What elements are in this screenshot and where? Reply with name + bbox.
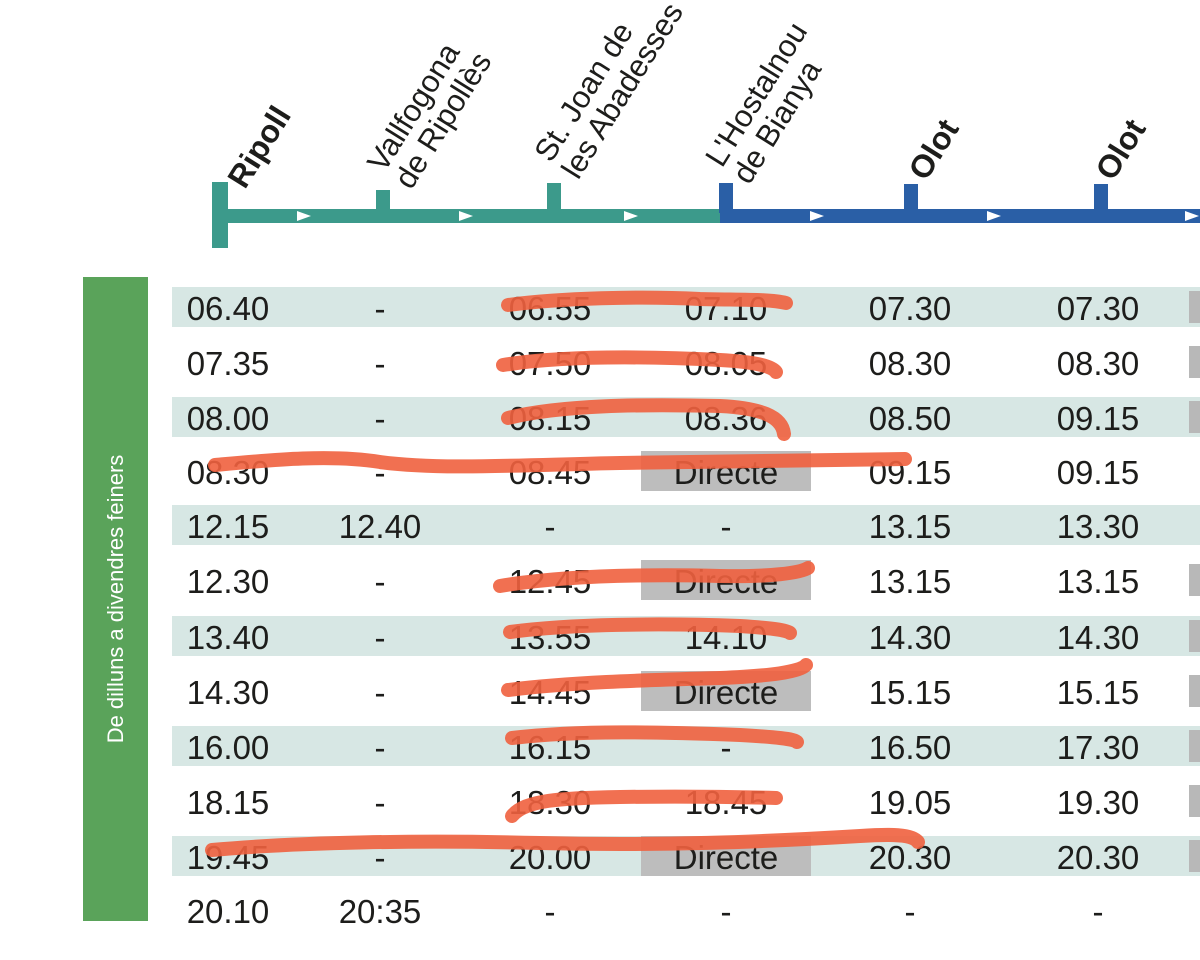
time-cell: - (374, 839, 386, 876)
time-cell: 16.00 (186, 729, 270, 766)
time-cell: 18.15 (186, 784, 270, 821)
time-cell: - (720, 893, 732, 930)
cropped-column-marker (1189, 730, 1200, 762)
time-cell: - (374, 563, 386, 600)
time-cell: 12.40 (338, 508, 422, 545)
time-cell: - (720, 508, 732, 545)
directe-cell: Directe (641, 836, 811, 876)
time-cell: 18.45 (684, 784, 768, 821)
time-cell: 14.30 (1056, 619, 1140, 656)
time-cell: 14.45 (508, 674, 592, 711)
cropped-column-marker (1189, 620, 1200, 652)
time-cell: - (374, 400, 386, 437)
time-cell: 13.55 (508, 619, 592, 656)
time-cell: 09.15 (868, 454, 952, 491)
time-cell: 20.30 (1056, 839, 1140, 876)
table-row: 16.00 - 16.15 - 16.50 17.30 (172, 726, 1200, 766)
directe-cell: Directe (641, 671, 811, 711)
time-cell: 08.05 (684, 345, 768, 382)
time-cell: - (544, 508, 556, 545)
cropped-column-marker (1189, 840, 1200, 872)
time-cell: 13.15 (1056, 563, 1140, 600)
table-row: 19.45 - 20.00 Directe 20.30 20.30 (172, 836, 1200, 876)
time-cell: 13.40 (186, 619, 270, 656)
route-line-diagram (212, 182, 1200, 248)
time-cell: 20.00 (508, 839, 592, 876)
time-cell: - (374, 729, 386, 766)
table-row: 20.10 20:35 - - - - (172, 890, 1200, 930)
cropped-column-marker (1189, 564, 1200, 596)
cropped-column-marker (1189, 291, 1200, 323)
time-cell: 17.30 (1056, 729, 1140, 766)
cropped-column-marker (1189, 401, 1200, 433)
time-cell: 12.15 (186, 508, 270, 545)
time-cell: - (374, 454, 386, 491)
time-cell: 14.30 (186, 674, 270, 711)
time-cell: 19.45 (186, 839, 270, 876)
day-label: De dilluns a divendres feiners (102, 454, 128, 744)
time-cell: 06.55 (508, 290, 592, 327)
time-cell: 15.15 (868, 674, 952, 711)
directe-cell: Directe (641, 560, 811, 600)
time-cell: 16.15 (508, 729, 592, 766)
time-cell: - (374, 619, 386, 656)
cropped-column-marker (1189, 346, 1200, 378)
time-cell: - (720, 729, 732, 766)
time-cell: - (1092, 893, 1104, 930)
cropped-column-marker (1189, 785, 1200, 817)
time-cell: - (904, 893, 916, 930)
time-cell: 12.30 (186, 563, 270, 600)
time-cell: 18.30 (508, 784, 592, 821)
time-cell: 19.05 (868, 784, 952, 821)
time-cell: 07.50 (508, 345, 592, 382)
time-cell: 08.30 (868, 345, 952, 382)
time-cell: 20.10 (186, 893, 270, 930)
time-cell: 13.15 (868, 563, 952, 600)
time-cell: 08.50 (868, 400, 952, 437)
table-row: 06.40 - 06.55 07.10 07.30 07.30 (172, 287, 1200, 327)
time-cell: 13.30 (1056, 508, 1140, 545)
time-cell: 09.15 (1056, 454, 1140, 491)
time-cell: 07.30 (1056, 290, 1140, 327)
time-cell: 08.30 (186, 454, 270, 491)
time-cell: 08.45 (508, 454, 592, 491)
time-cell: 08.36 (684, 400, 768, 437)
time-cell: 12.45 (508, 563, 592, 600)
time-cell: - (374, 674, 386, 711)
table-row: 13.40 - 13.55 14.10 14.30 14.30 (172, 616, 1200, 656)
time-cell: 14.30 (868, 619, 952, 656)
table-row: 12.30 - 12.45 Directe 13.15 13.15 (172, 560, 1200, 600)
table-row: 08.00 - 08.15 08.36 08.50 09.15 (172, 397, 1200, 437)
time-cell: - (374, 290, 386, 327)
table-row: 08.30 - 08.45 Directe 09.15 09.15 (172, 451, 1200, 491)
time-cell: 07.10 (684, 290, 768, 327)
time-cell: - (374, 784, 386, 821)
table-row: 07.35 - 07.50 08.05 08.30 08.30 (172, 342, 1200, 382)
time-cell: 09.15 (1056, 400, 1140, 437)
time-cell: 14.10 (684, 619, 768, 656)
time-cell: 20:35 (338, 893, 422, 930)
direction-arrows (297, 211, 1199, 221)
time-cell: 07.35 (186, 345, 270, 382)
time-cell: 16.50 (868, 729, 952, 766)
time-cell: 15.15 (1056, 674, 1140, 711)
time-cell: 08.00 (186, 400, 270, 437)
time-cell: 07.30 (868, 290, 952, 327)
time-cell: 06.40 (186, 290, 270, 327)
table-row: 14.30 - 14.45 Directe 15.15 15.15 (172, 671, 1200, 711)
time-cell: 08.30 (1056, 345, 1140, 382)
time-cell: 19.30 (1056, 784, 1140, 821)
time-cell: 20.30 (868, 839, 952, 876)
time-cell: - (544, 893, 556, 930)
time-cell: 13.15 (868, 508, 952, 545)
directe-cell: Directe (641, 451, 811, 491)
day-band: De dilluns a divendres feiners (83, 277, 148, 921)
time-cell: - (374, 345, 386, 382)
route-line-blue (719, 183, 1200, 223)
cropped-column-marker (1189, 675, 1200, 707)
table-row: 12.15 12.40 - - 13.15 13.30 (172, 505, 1200, 545)
time-cell: 08.15 (508, 400, 592, 437)
table-row: 18.15 - 18.30 18.45 19.05 19.30 (172, 781, 1200, 821)
